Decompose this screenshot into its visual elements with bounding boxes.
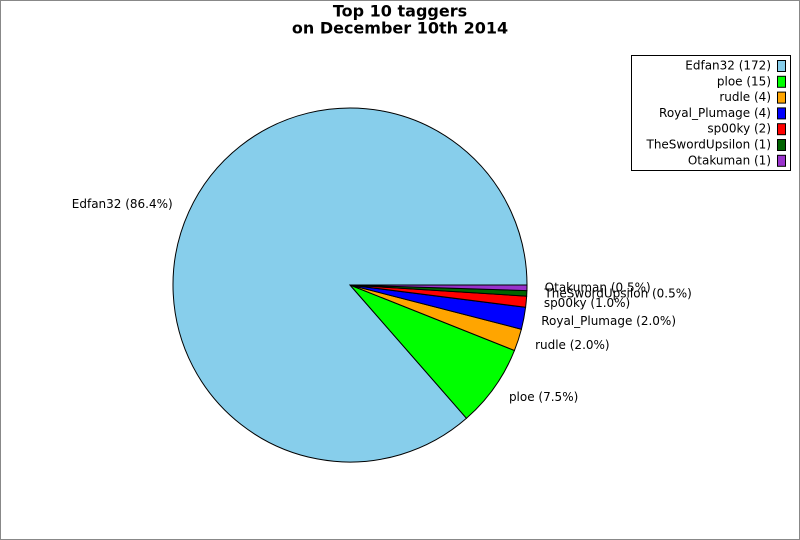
slice-label: rudle (2.0%) bbox=[535, 338, 610, 352]
slice-label: Royal_Plumage (2.0%) bbox=[541, 314, 676, 328]
legend-label: Edfan32 (172) bbox=[685, 59, 771, 73]
slice-label: Otakuman (0.5%) bbox=[545, 281, 651, 295]
legend-swatch bbox=[777, 60, 786, 72]
chart-title: Top 10 taggers bbox=[333, 2, 467, 21]
legend-swatch bbox=[777, 91, 786, 104]
pie-slice bbox=[349, 284, 528, 292]
legend-label: sp00ky (2) bbox=[707, 122, 771, 136]
legend-label: ploe (15) bbox=[717, 74, 771, 88]
slice-label: ploe (7.5%) bbox=[509, 390, 578, 404]
legend-swatch bbox=[777, 75, 786, 88]
chart-subtitle: on December 10th 2014 bbox=[292, 19, 508, 38]
legend-swatch bbox=[777, 154, 786, 167]
legend-swatch bbox=[777, 107, 786, 120]
slice-label: TheSwordUpsilon (0.5%) bbox=[543, 287, 691, 301]
legend-swatch bbox=[777, 139, 786, 151]
legend-box bbox=[631, 55, 791, 171]
legend-label: TheSwordUpsilon (1) bbox=[645, 138, 771, 152]
legend-swatch bbox=[777, 123, 786, 136]
legend-label: Royal_Plumage (4) bbox=[659, 106, 771, 120]
legend-label: Otakuman (1) bbox=[688, 153, 771, 167]
slice-label: sp00ky (1.0%) bbox=[544, 296, 630, 310]
legend-label: rudle (4) bbox=[719, 90, 771, 104]
slice-label: Edfan32 (86.4%) bbox=[72, 197, 173, 211]
